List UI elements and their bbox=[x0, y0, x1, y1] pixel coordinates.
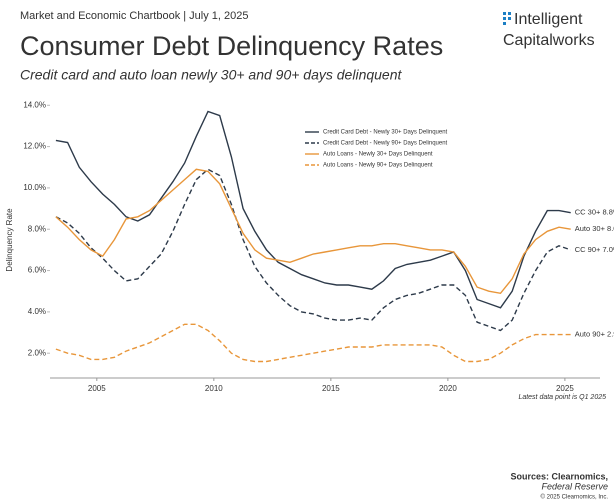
y-tick-label: 2.0% bbox=[28, 348, 46, 357]
x-tick-label: 2020 bbox=[439, 384, 457, 393]
legend-label: Credit Card Debt - Newly 30+ Days Delinq… bbox=[323, 130, 448, 136]
line-series bbox=[55, 168, 571, 332]
end-label: CC 90+ 7.0% bbox=[575, 245, 614, 254]
x-tick-label: 2005 bbox=[88, 384, 106, 393]
end-label: Auto 30+ 8.0% bbox=[575, 224, 614, 233]
source: Sources: Clearnomics, bbox=[510, 471, 608, 481]
note: Latest data point is Q1 2025 bbox=[518, 394, 606, 401]
legend-label: Auto Loans - Newly 30+ Days Delinquent bbox=[323, 152, 433, 158]
line-series bbox=[55, 110, 571, 309]
end-label: Auto 90+ 2.9% bbox=[575, 330, 614, 339]
source: Federal Reserve bbox=[541, 481, 608, 491]
y-tick-label: 6.0% bbox=[28, 266, 46, 275]
line-series bbox=[55, 323, 571, 363]
line-series bbox=[55, 168, 571, 295]
end-label: CC 30+ 8.8% bbox=[575, 208, 614, 217]
logo-bottom: Capitalworks bbox=[503, 32, 595, 49]
y-tick-label: 12.0% bbox=[23, 142, 46, 151]
x-tick-label: 2025 bbox=[556, 384, 574, 393]
logo-top: Intelligent bbox=[514, 11, 583, 28]
kicker: Market and Economic Chartbook | July 1, … bbox=[20, 10, 248, 22]
x-tick-label: 2010 bbox=[205, 384, 223, 393]
y-tick-label: 4.0% bbox=[28, 307, 46, 316]
legend-label: Auto Loans - Newly 90+ Days Delinquent bbox=[323, 163, 433, 169]
logo-icon bbox=[503, 12, 511, 25]
y-tick-label: 14.0% bbox=[23, 100, 46, 109]
x-tick-label: 2015 bbox=[322, 384, 340, 393]
y-tick-label: 10.0% bbox=[23, 183, 46, 192]
chart-title: Consumer Debt Delinquency Rates bbox=[20, 31, 443, 61]
y-axis-label: Delinquency Rate bbox=[5, 208, 14, 272]
chart-subtitle: Credit card and auto loan newly 30+ and … bbox=[20, 67, 402, 83]
legend-label: Credit Card Debt - Newly 90+ Days Delinq… bbox=[323, 141, 448, 147]
copyright: © 2025 Clearnomics, Inc. bbox=[541, 494, 609, 501]
y-tick-label: 8.0% bbox=[28, 224, 46, 233]
